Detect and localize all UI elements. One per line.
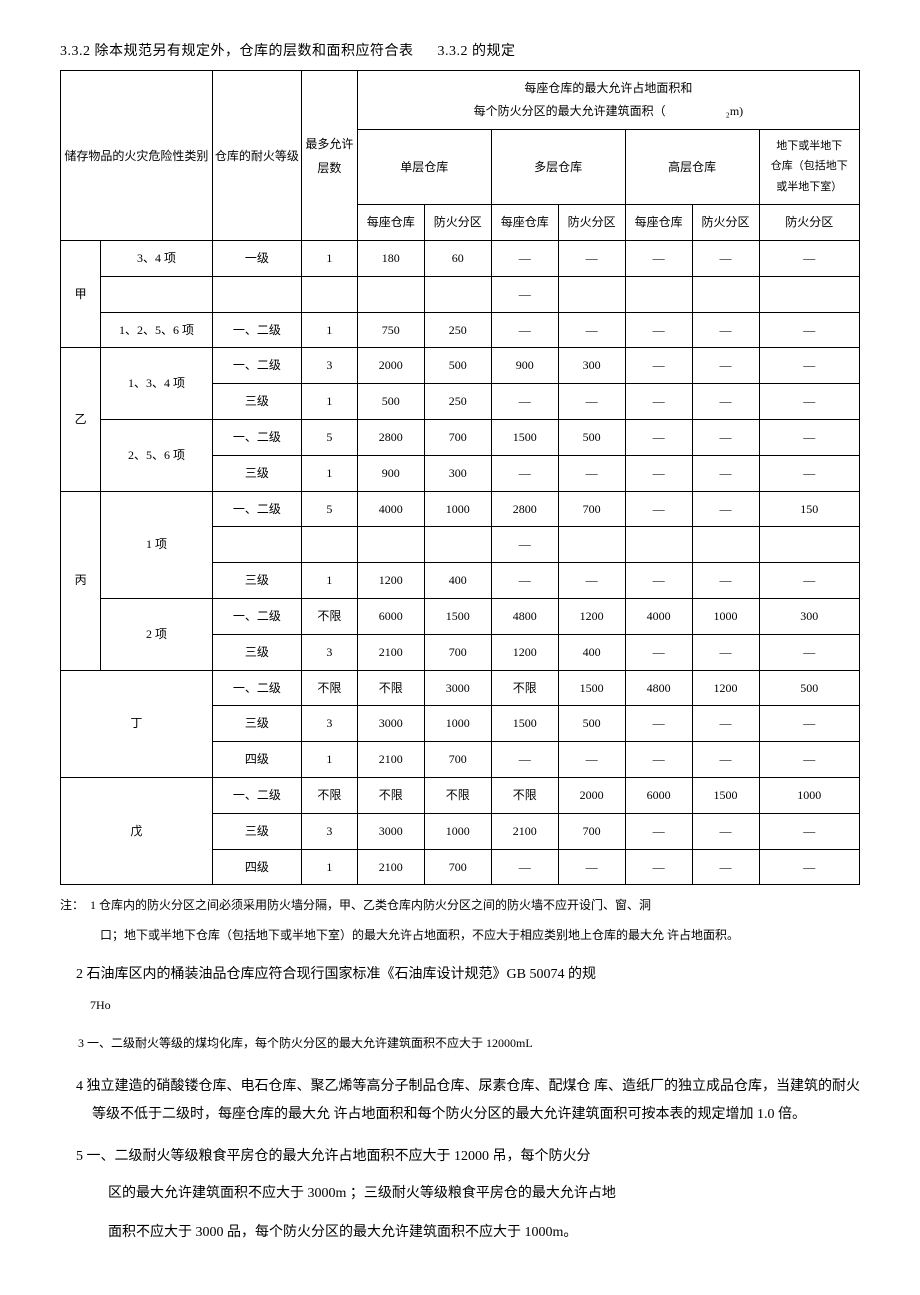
notes-block: 注：1 仓库内的防火分区之间必须采用防火墙分隔，甲、乙类仓库内防火分区之间的防火… (60, 893, 860, 1249)
jia-r1-floors: 1 (302, 241, 358, 277)
table-row: 丁 一、二级 不限 不限 3000 不限 1500 4800 1200 500 (61, 670, 860, 706)
section-title: 3.3.2 除本规范另有规定外，仓库的层数和面积应符合表 3.3.2 的规定 (60, 40, 860, 60)
warehouse-table: 储存物品的火灾危险性类别 仓库的耐火等级 最多允许层数 每座仓库的最大允许占地面… (60, 70, 860, 885)
sub-fq2: 防火分区 (558, 205, 625, 241)
sub-mz2: 每座仓库 (491, 205, 558, 241)
section-number: 3.3.2 (60, 44, 91, 59)
note-5b2: 面积不应大于 3000 品，每个防火分区的最大允许建筑面积不应大于 1000m。 (108, 1218, 860, 1249)
note-2b: 7Ho (90, 993, 860, 1017)
section-text-b: 的规定 (472, 44, 516, 59)
note-prefix: 注： (60, 898, 84, 912)
cat-bing: 丙 (61, 491, 101, 670)
header-single: 单层仓库 (357, 129, 491, 205)
sub-fq3: 防火分区 (692, 205, 759, 241)
cat-ding: 丁 (61, 670, 213, 777)
note-5b1: 区的最大允许建筑面积不应大于 3000m ；三级耐火等级粮食平房仓的最大允许占地 (108, 1179, 860, 1210)
table-row: 戊 一、二级 不限 不限 不限 不限 2000 6000 1500 1000 (61, 778, 860, 814)
section-ref: 3.3.2 (438, 44, 469, 59)
note-4: 4 独立建造的硝酸镂仓库、电石仓库、聚乙烯等高分子制品仓库、尿素仓库、配煤仓 库… (92, 1073, 860, 1129)
note-2: 2 石油库区内的桶装油品仓库应符合现行国家标准《石油库设计规范》GB 50074… (90, 961, 860, 989)
cat-jia: 甲 (61, 241, 101, 348)
table-row: 2 项 一、二级 不限 6000 1500 4800 1200 4000 100… (61, 599, 860, 635)
note-5: 5 一、二级耐火等级粮食平房仓的最大允许占地面积不应大于 12000 吊，每个防… (92, 1143, 860, 1171)
table-row: 丙 1 项 一、二级 5 4000 1000 2800 700 — — 150 (61, 491, 860, 527)
header-max-floors: 最多允许层数 (302, 71, 358, 241)
sub-fq1: 防火分区 (424, 205, 491, 241)
header-area-top: 每座仓库的最大允许占地面积和 每个防火分区的最大允许建筑面积（ ₂m) (357, 71, 859, 130)
table-row: — (61, 276, 860, 312)
cat-wu: 戊 (61, 778, 213, 885)
table-row: 2、5、6 项 一、二级 5 2800 700 1500 500 — — — (61, 420, 860, 456)
cat-yi: 乙 (61, 348, 101, 491)
table-row: 1、2、5、6 项 一、二级 1 750 250 — — — — — (61, 312, 860, 348)
header-category: 储存物品的火灾危险性类别 (61, 71, 213, 241)
sub-mz1: 每座仓库 (357, 205, 424, 241)
jia-r1-grade: 一级 (212, 241, 301, 277)
note-1: 注：1 仓库内的防火分区之间必须采用防火墙分隔，甲、乙类仓库内防火分区之间的防火… (60, 893, 860, 917)
header-multi: 多层仓库 (491, 129, 625, 205)
note-1b: 口；地下或半地下仓库（包括地下或半地下室）的最大允许占地面积，不应大于相应类别地… (60, 923, 860, 947)
note-3: 3 一、二级耐火等级的煤均化库，每个防火分区的最大允许建筑面积不应大于 1200… (78, 1031, 860, 1055)
table-row: 甲 3、4 项 一级 1 180 60 — — — — — (61, 241, 860, 277)
header-high: 高层仓库 (625, 129, 759, 205)
header-fire-grade: 仓库的耐火等级 (212, 71, 301, 241)
section-text-a: 除本规范另有规定外，仓库的层数和面积应符合表 (95, 44, 414, 59)
sub-mz3: 每座仓库 (625, 205, 692, 241)
header-underground: 地下或半地下 仓库（包括地下 或半地下室） (759, 129, 859, 205)
jia-r1-cat: 3、4 项 (101, 241, 213, 277)
table-row: 乙 1、3、4 项 一、二级 3 2000 500 900 300 — — — (61, 348, 860, 384)
sub-fq4: 防火分区 (759, 205, 859, 241)
